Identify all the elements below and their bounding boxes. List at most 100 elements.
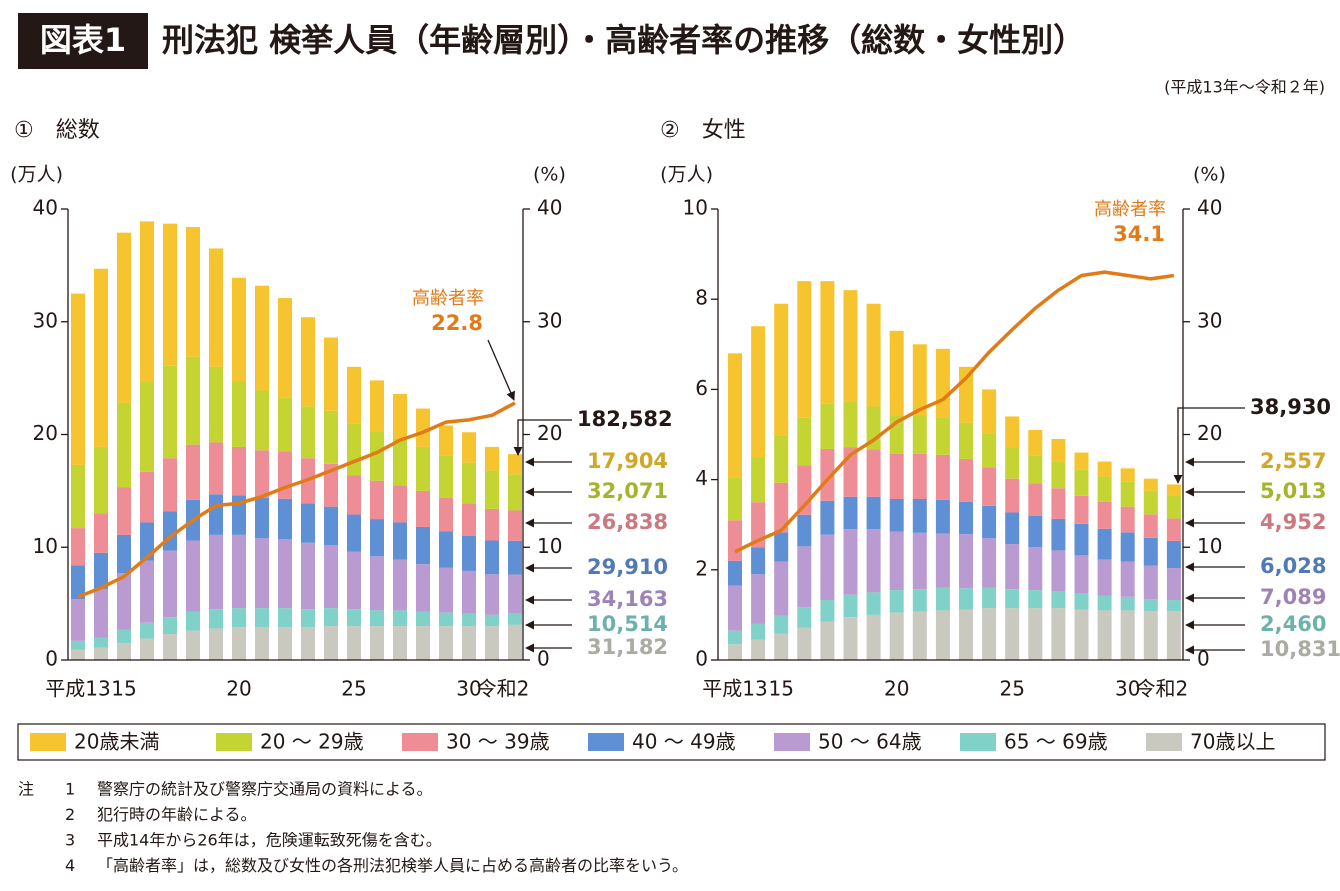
bar-segment — [301, 627, 315, 660]
bar-segment — [1051, 461, 1066, 489]
bar-segment — [1051, 608, 1066, 660]
bar-segment — [912, 344, 927, 416]
bar-segment — [278, 539, 292, 609]
bar-segment — [347, 423, 361, 476]
bar-segment — [889, 590, 904, 613]
bar-segment — [393, 522, 407, 560]
legend-label: 65 ～ 69歳 — [1004, 730, 1108, 754]
bar-segment — [232, 446, 246, 496]
legend-label: 20 ～ 29歳 — [260, 730, 364, 754]
bar-segment — [71, 464, 85, 529]
bar-segment — [751, 547, 766, 575]
value-label: 2,557 — [1260, 449, 1326, 473]
bar-segment — [820, 534, 835, 601]
x-tick-label: 15 — [111, 677, 136, 701]
bar-segment — [416, 408, 430, 447]
bar-segment — [1143, 490, 1158, 515]
bar-segment — [982, 608, 997, 660]
bar-segment — [935, 348, 950, 418]
bar-segment — [232, 608, 246, 628]
bar-segment — [163, 511, 177, 551]
bar-segment — [1166, 484, 1181, 496]
bar-segment — [1166, 495, 1181, 519]
bar-segment — [209, 248, 223, 367]
bar-segment — [71, 640, 85, 650]
bar-segment — [163, 634, 177, 660]
bar-segment — [278, 498, 292, 540]
bar-segment — [982, 587, 997, 609]
bar-segment — [1028, 608, 1043, 660]
value-label: 17,904 — [587, 449, 668, 473]
value-label: 2,460 — [1260, 612, 1326, 636]
y2-axis-label: (%) — [1193, 164, 1226, 186]
bar-segment — [324, 337, 338, 411]
y-tick-label: 4 — [695, 466, 708, 490]
bar-segment — [508, 540, 522, 575]
bar-segment — [439, 612, 453, 627]
bar-segment — [1051, 550, 1066, 591]
bar-segment — [1097, 595, 1112, 611]
bar-segment — [209, 609, 223, 629]
bar-segment — [485, 470, 499, 509]
bar-segment — [889, 453, 904, 499]
legend-label: 30 ～ 39歳 — [446, 730, 550, 754]
bar-segment — [751, 623, 766, 640]
bar-segment — [71, 565, 85, 600]
y-axis-label: (万人) — [660, 164, 713, 186]
y2-tick-label: 30 — [1197, 308, 1222, 332]
bar-segment — [508, 474, 522, 511]
x-tick-label: 30 — [456, 677, 481, 701]
bar-segment — [959, 458, 973, 502]
bar-segment — [820, 500, 835, 535]
bar-segment — [1166, 518, 1181, 541]
value-label: 29,910 — [587, 555, 668, 579]
bar-segment — [278, 298, 292, 398]
bar-segment — [278, 627, 292, 660]
bar-segment — [393, 439, 407, 486]
bar-segment — [278, 397, 292, 452]
bar-segment — [416, 490, 430, 527]
bar-segment — [1097, 559, 1112, 596]
y-tick-label: 10 — [33, 534, 58, 558]
note-number: 1 — [65, 780, 75, 799]
bar-segment — [186, 444, 200, 500]
rate-line — [77, 401, 516, 599]
bar-segment — [508, 612, 522, 625]
y-tick-label: 40 — [33, 196, 58, 220]
bar-segment — [462, 535, 476, 571]
y2-tick-label: 40 — [1197, 196, 1222, 220]
bar-segment — [370, 610, 384, 627]
bar-segment — [797, 417, 812, 466]
bar-segment — [1120, 506, 1135, 533]
bar-segment — [347, 626, 361, 660]
bar-segment — [439, 567, 453, 613]
bar-segment — [774, 532, 789, 562]
bar-segment — [485, 626, 499, 660]
bar-segment — [416, 611, 430, 627]
total-arrow — [1173, 407, 1245, 484]
bar-segment — [186, 630, 200, 660]
legend-label: 20歳未満 — [74, 730, 159, 754]
bar-segment — [1074, 523, 1089, 556]
bar-segment — [324, 626, 338, 660]
bar-segment — [393, 393, 407, 440]
bar-segment — [1005, 448, 1020, 479]
legend-label: 70歳以上 — [1190, 730, 1275, 754]
bar-segment — [728, 520, 742, 561]
value-label: 31,182 — [587, 635, 668, 659]
bar-segment — [889, 612, 904, 660]
bar-segment — [416, 564, 430, 612]
bar-segment — [439, 455, 453, 498]
bar-segment — [301, 542, 315, 610]
bar-segment — [959, 588, 973, 610]
bar-segment — [71, 293, 85, 465]
bar-segment — [370, 380, 384, 432]
y2-tick-label: 10 — [1197, 534, 1222, 558]
bar-segment — [370, 556, 384, 611]
bar-segment — [912, 589, 927, 612]
bar-segment — [186, 611, 200, 631]
bar-segment — [94, 446, 108, 514]
bar-segment — [255, 390, 269, 451]
bar-segment — [186, 540, 200, 612]
bar-segment — [485, 540, 499, 575]
